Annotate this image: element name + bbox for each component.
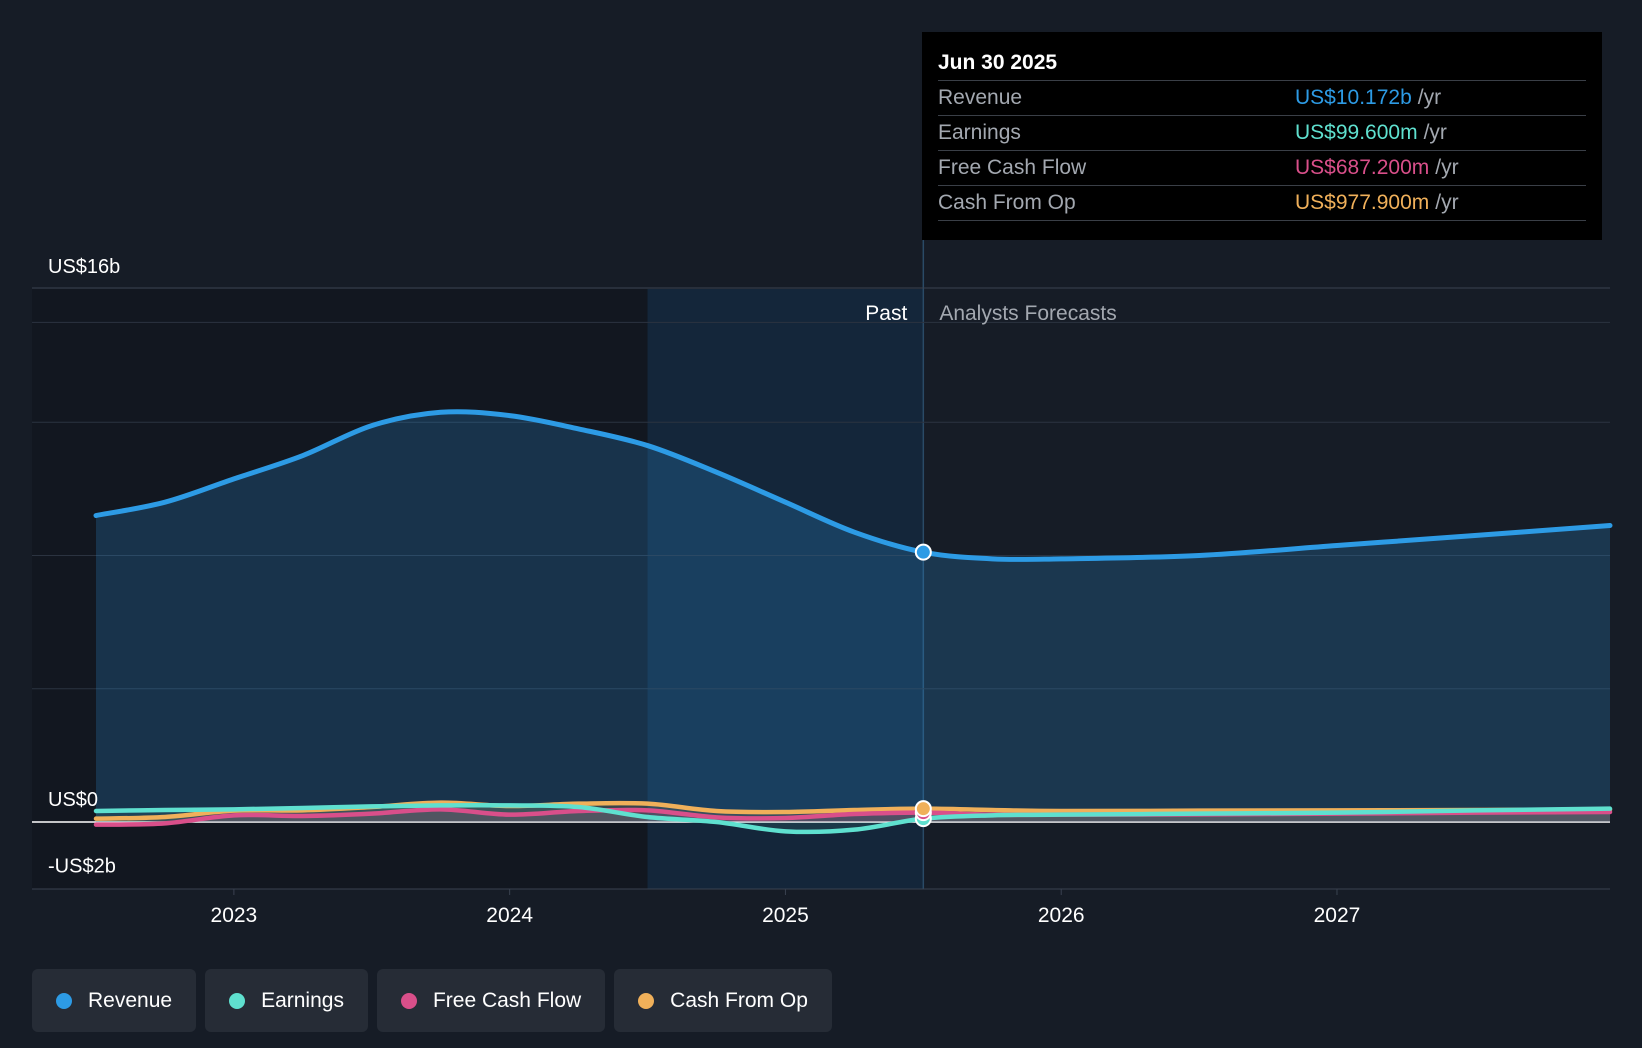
legend-label: Earnings: [261, 988, 344, 1012]
tooltip-row-cash-from-op: Cash From Op US$977.900m/yr: [938, 186, 1586, 221]
tooltip-unit: /yr: [1435, 191, 1459, 214]
tooltip-label: Earnings: [938, 121, 1021, 144]
forecast-label: Analysts Forecasts: [939, 302, 1116, 325]
tooltip-unit: /yr: [1417, 86, 1442, 109]
legend-label: Free Cash Flow: [432, 988, 582, 1012]
tooltip-label: Cash From Op: [938, 191, 1076, 214]
tooltip-value-wrap: US$687.200m/yr: [1295, 151, 1459, 185]
x-tick-label: 2023: [211, 904, 258, 927]
tooltip-unit: /yr: [1423, 121, 1447, 144]
tooltip-label: Revenue: [938, 86, 1023, 109]
axis-labels: US$16b US$0 -US$2b 2023 2024 2025 2026 2027 Past…: [48, 256, 1360, 927]
tooltip-unit: /yr: [1435, 156, 1459, 179]
tooltip-label: Free Cash Flow: [938, 156, 1087, 179]
tooltip-value: US$977.900m: [1295, 191, 1430, 214]
past-label: Past: [865, 302, 907, 325]
marker-cash-from-op: [914, 800, 932, 818]
x-tick-label: 2024: [486, 904, 533, 927]
legend-item-revenue[interactable]: Revenue: [32, 969, 197, 1032]
legend: Revenue Earnings Free Cash Flow Cash Fro…: [32, 969, 832, 1032]
y-tick-label: US$16b: [48, 256, 120, 278]
earnings-dot-icon: [229, 992, 246, 1009]
grid-lines: [32, 287, 1610, 895]
tooltip-value: US$99.600m: [1295, 121, 1418, 144]
highlight-markers: [914, 543, 932, 828]
marker-revenue: [914, 543, 932, 561]
tooltip-row-free-cash-flow: Free Cash Flow US$687.200m/yr: [938, 151, 1586, 186]
free-cash-flow-dot-icon: [400, 992, 417, 1009]
tooltip-row-revenue: Revenue US$10.172b/yr: [938, 81, 1586, 116]
legend-label: Cash From Op: [670, 988, 808, 1012]
tooltip-row-earnings: Earnings US$99.600m/yr: [938, 116, 1586, 151]
tooltip-value-wrap: US$99.600m/yr: [1295, 116, 1447, 150]
legend-label: Revenue: [88, 988, 173, 1012]
highlight-region: [647, 289, 924, 889]
line-earnings: [93, 802, 1613, 835]
tooltip: Jun 30 2025 Revenue US$10.172b/yr Earnin…: [922, 32, 1602, 240]
x-tick-label: 2025: [762, 904, 809, 927]
x-tick-label: 2027: [1314, 904, 1361, 927]
chart-background: [32, 240, 925, 889]
tooltip-date: Jun 30 2025: [938, 46, 1586, 81]
legend-item-earnings[interactable]: Earnings: [205, 969, 368, 1032]
y-tick-label: -US$2b: [48, 856, 116, 878]
cash-from-op-dot-icon: [638, 992, 655, 1009]
tooltip-value: US$10.172b: [1295, 86, 1412, 109]
legend-item-free-cash-flow[interactable]: Free Cash Flow: [376, 969, 606, 1032]
line-cash-from-op: [93, 800, 1613, 821]
revenue-dot-icon: [56, 992, 72, 1009]
tooltip-value-wrap: US$10.172b/yr: [1295, 81, 1441, 115]
line-revenue: [93, 409, 1613, 562]
series-lines: [93, 409, 1613, 835]
past-region: [32, 289, 648, 889]
tooltip-value-wrap: US$977.900m/yr: [1295, 186, 1459, 220]
area-revenue: [96, 411, 1610, 822]
legend-item-cash-from-op[interactable]: Cash From Op: [614, 969, 832, 1032]
tooltip-value: US$687.200m: [1295, 156, 1430, 179]
y-tick-label: US$0: [48, 789, 98, 811]
x-tick-label: 2026: [1038, 904, 1085, 927]
